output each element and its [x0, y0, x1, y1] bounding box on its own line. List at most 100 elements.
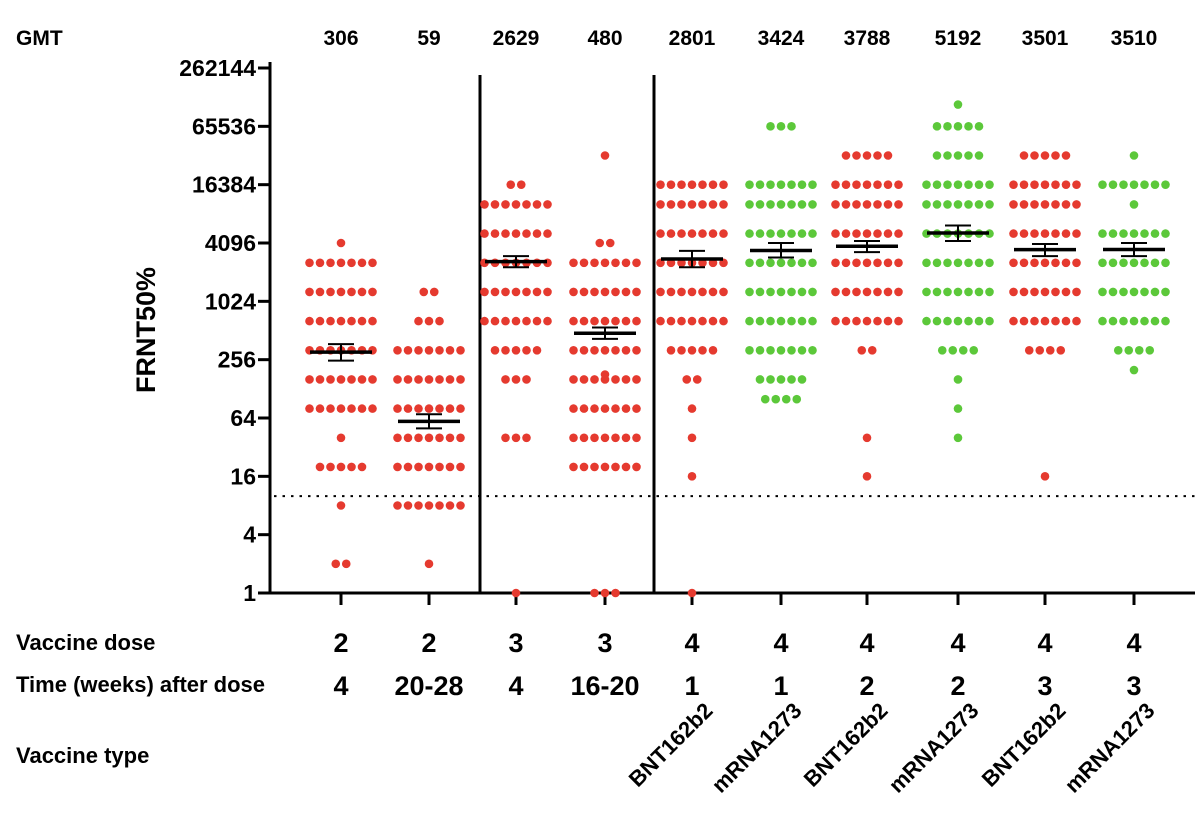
data-point [490, 287, 500, 297]
y-tick-label: 4 [243, 522, 256, 548]
data-point [862, 180, 872, 189]
data-point [305, 258, 314, 268]
dose-value: 4 [773, 628, 788, 658]
data-point [435, 501, 444, 510]
data-point [600, 151, 610, 160]
data-point [677, 287, 686, 297]
y-tick-label: 64 [230, 405, 256, 431]
data-point [1009, 258, 1018, 268]
data-point [787, 316, 796, 326]
data-point [522, 316, 531, 326]
data-point [958, 345, 968, 355]
gmt-value: 480 [587, 27, 622, 50]
data-point [974, 258, 984, 268]
data-point [745, 180, 754, 189]
data-point [1040, 200, 1050, 209]
data-point [1119, 287, 1128, 297]
data-point [590, 588, 599, 598]
data-point [1030, 151, 1039, 160]
data-point [1051, 180, 1060, 189]
data-point [569, 258, 578, 268]
data-point [532, 287, 542, 297]
data-point [1019, 200, 1029, 209]
data-point [873, 151, 882, 160]
data-point [611, 462, 620, 472]
data-point [922, 258, 931, 268]
data-point [1072, 229, 1081, 238]
gmt-value: 3501 [1022, 27, 1069, 50]
data-point [776, 287, 786, 297]
data-point [480, 287, 489, 297]
data-point [403, 462, 413, 472]
dose-value: 4 [859, 628, 874, 658]
data-point [1108, 180, 1118, 189]
data-point [445, 501, 455, 510]
time-value: 4 [333, 671, 348, 701]
data-point [776, 375, 786, 384]
data-point [1129, 180, 1139, 189]
data-point [808, 180, 817, 189]
data-point [797, 316, 807, 326]
data-point [445, 404, 455, 413]
data-point [522, 433, 531, 443]
data-point [1019, 287, 1029, 297]
data-point [569, 404, 578, 413]
data-point [456, 404, 465, 413]
data-point [621, 375, 631, 384]
time-value: 1 [684, 671, 699, 701]
data-point [1072, 287, 1081, 297]
data-point [776, 180, 786, 189]
data-point [1098, 258, 1107, 268]
data-point [1040, 229, 1050, 238]
data-point [424, 404, 434, 413]
data-point [393, 433, 402, 443]
dose-value: 4 [1037, 628, 1052, 658]
data-point [943, 287, 952, 297]
data-point [1108, 316, 1118, 326]
time-value: 3 [1037, 671, 1052, 701]
data-point [543, 316, 552, 326]
data-point [1040, 472, 1050, 481]
gmt-value: 2801 [669, 27, 716, 50]
data-point [1024, 345, 1034, 355]
data-point [862, 229, 872, 238]
data-point [605, 238, 615, 248]
data-point [841, 258, 851, 268]
data-point [698, 316, 707, 326]
data-point [894, 180, 903, 189]
data-point [932, 200, 942, 209]
data-point [611, 404, 620, 413]
data-point [445, 345, 455, 355]
data-point [852, 200, 861, 209]
data-point [579, 433, 589, 443]
data-point [932, 180, 942, 189]
data-point [326, 462, 335, 472]
vaccine-type-label: Vaccine type [16, 743, 149, 768]
data-point [964, 180, 973, 189]
vaccine-type-value: BNT162b2 [624, 698, 718, 792]
data-point [808, 345, 817, 355]
data-point [611, 433, 620, 443]
data-point [687, 588, 697, 598]
data-point [677, 180, 686, 189]
data-point [621, 258, 631, 268]
data-point [808, 200, 817, 209]
data-point [776, 258, 786, 268]
data-point [600, 316, 610, 326]
data-point [719, 316, 728, 326]
gmt-value: 3510 [1111, 27, 1158, 50]
data-point [511, 433, 521, 443]
data-point [894, 287, 903, 297]
data-point [368, 316, 377, 326]
data-point [922, 180, 931, 189]
data-point [590, 462, 599, 472]
data-point [745, 229, 754, 238]
x-category-rows: Vaccine dose Time (weeks) after dose Vac… [16, 628, 1160, 798]
data-point [755, 375, 765, 384]
data-point [579, 345, 589, 355]
data-point [347, 375, 356, 384]
gmt-value: 59 [417, 27, 440, 50]
data-point [948, 345, 958, 355]
data-point [1061, 151, 1071, 160]
data-point [403, 345, 413, 355]
